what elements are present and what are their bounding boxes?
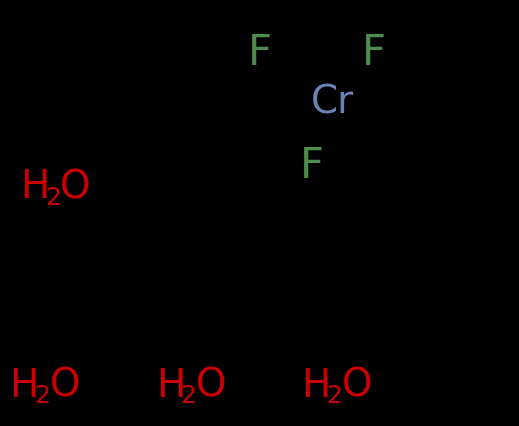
Text: 2: 2: [45, 186, 61, 210]
Text: H: H: [156, 366, 185, 405]
Text: 2: 2: [34, 384, 50, 408]
Text: O: O: [342, 366, 372, 405]
Text: O: O: [196, 366, 227, 405]
Text: H: H: [9, 366, 39, 405]
Text: F: F: [299, 145, 323, 187]
Text: H: H: [20, 168, 49, 207]
Text: O: O: [50, 366, 80, 405]
Text: H: H: [301, 366, 331, 405]
Text: 2: 2: [326, 384, 342, 408]
Text: O: O: [60, 168, 91, 207]
Text: F: F: [362, 32, 386, 74]
Text: Cr: Cr: [310, 83, 354, 121]
Text: 2: 2: [181, 384, 197, 408]
Text: F: F: [248, 32, 271, 74]
